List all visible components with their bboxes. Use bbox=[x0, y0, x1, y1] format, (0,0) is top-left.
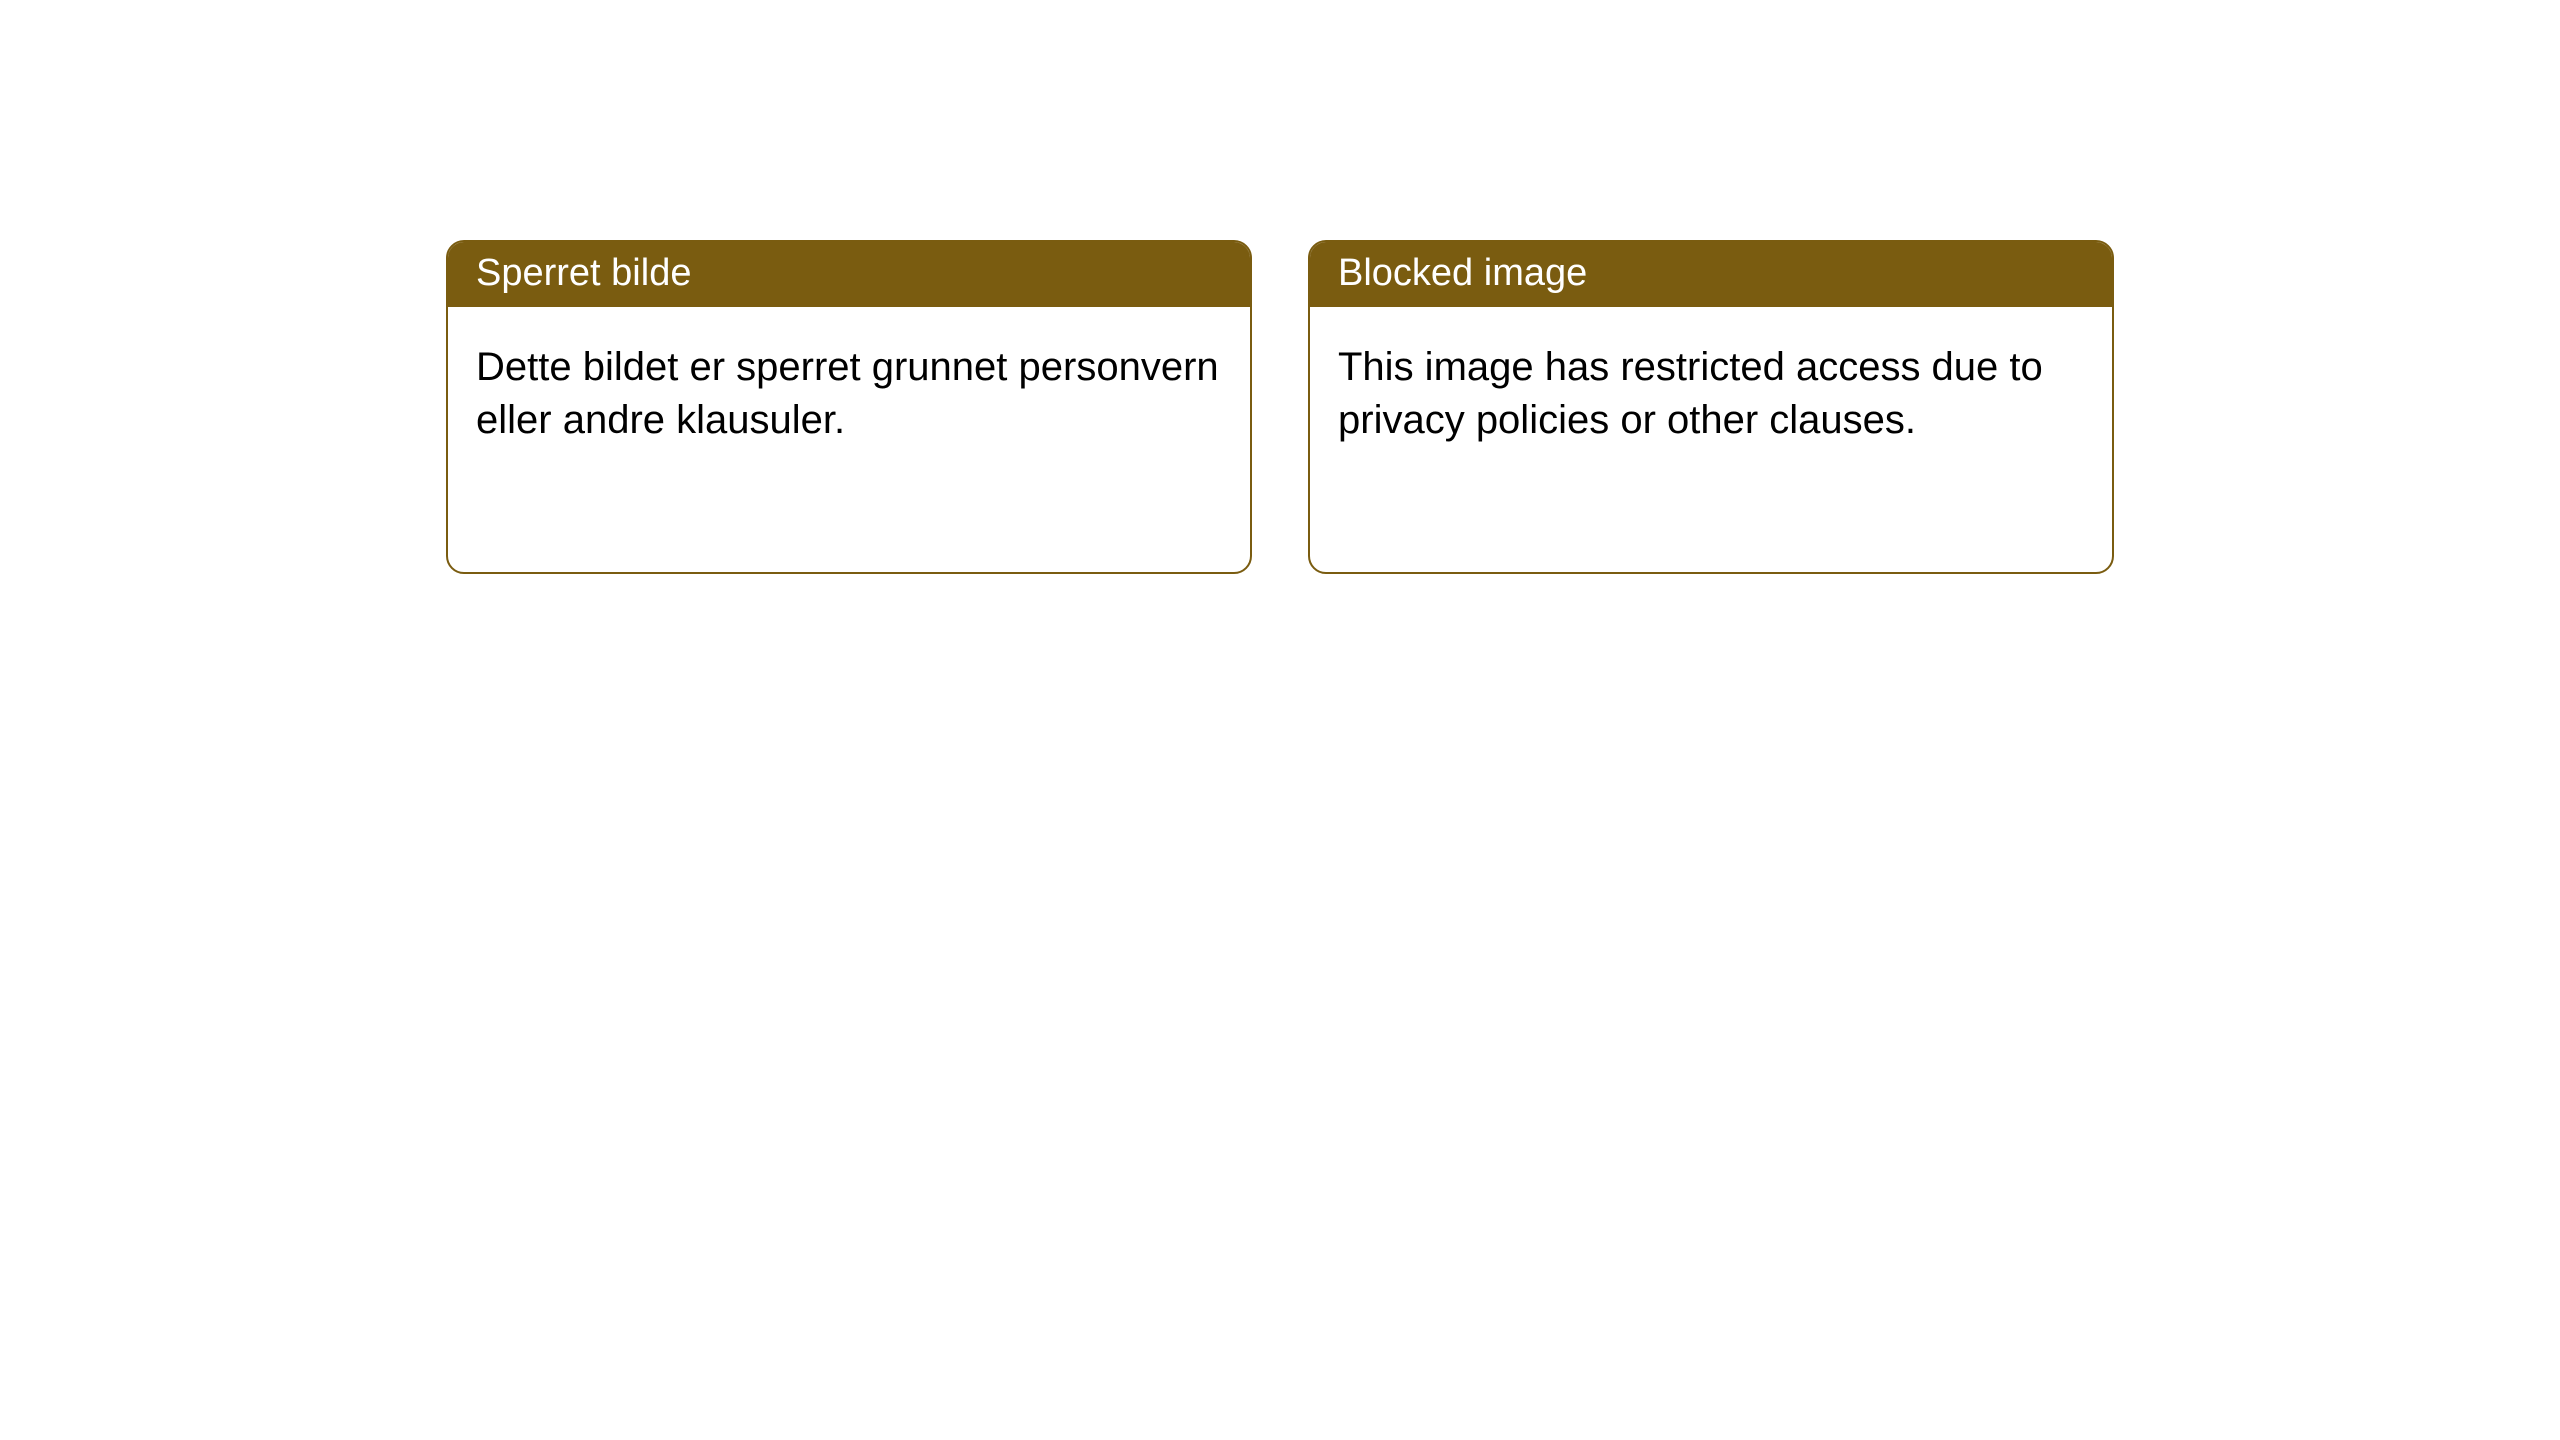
card-message: This image has restricted access due to … bbox=[1338, 345, 2043, 442]
card-title: Blocked image bbox=[1338, 252, 1587, 294]
card-header: Blocked image bbox=[1310, 242, 2112, 307]
card-body: This image has restricted access due to … bbox=[1310, 307, 2112, 481]
notice-card-en: Blocked image This image has restricted … bbox=[1308, 240, 2114, 574]
notice-card-no: Sperret bilde Dette bildet er sperret gr… bbox=[446, 240, 1252, 574]
card-header: Sperret bilde bbox=[448, 242, 1250, 307]
card-title: Sperret bilde bbox=[476, 252, 691, 294]
card-message: Dette bildet er sperret grunnet personve… bbox=[476, 345, 1219, 442]
card-body: Dette bildet er sperret grunnet personve… bbox=[448, 307, 1250, 481]
notice-card-row: Sperret bilde Dette bildet er sperret gr… bbox=[446, 240, 2114, 574]
